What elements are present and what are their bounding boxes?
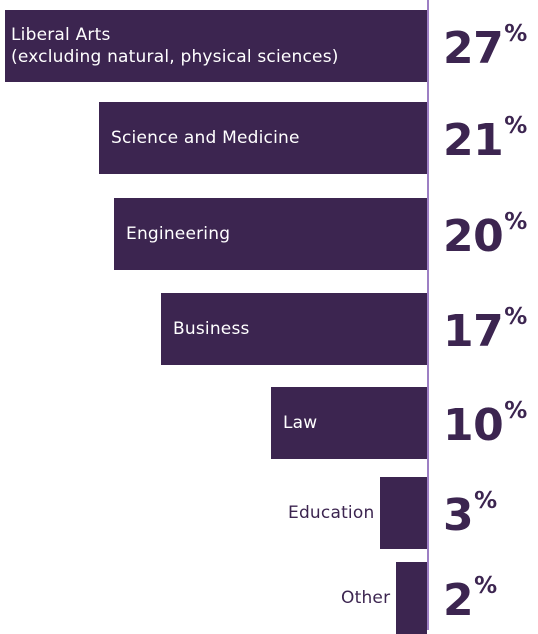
value-number: 20 [443, 211, 504, 262]
percent-sign: % [474, 488, 497, 514]
category-label-text: Liberal Arts [11, 25, 111, 45]
category-label-text: Engineering [126, 224, 231, 244]
value-number: 3 [443, 490, 474, 541]
category-label-text: Business [173, 319, 250, 339]
category-note: (excluding natural, physical sciences) [11, 47, 339, 67]
category-label-other: Other [341, 587, 390, 609]
value-number: 17 [443, 306, 504, 357]
category-label-text: Education [288, 503, 375, 523]
percent-sign: % [504, 209, 527, 235]
percent-sign: % [504, 304, 527, 330]
category-label-text: Science and Medicine [111, 128, 300, 148]
category-label-engineering: Engineering [126, 223, 230, 245]
bar-other [396, 562, 427, 634]
value-label-education: 3% [443, 490, 497, 538]
bar-science-and-medicine [99, 102, 427, 174]
value-label-business: 17% [443, 306, 527, 354]
value-number: 27 [443, 23, 504, 74]
bar-engineering [114, 198, 427, 270]
value-number: 21 [443, 115, 504, 166]
category-label-business: Business [173, 318, 250, 340]
value-axis-line [427, 0, 429, 630]
category-label-liberal-arts: Liberal Arts (excluding natural, physical… [11, 24, 339, 68]
value-label-other: 2% [443, 575, 497, 623]
bar-liberal-arts [5, 10, 427, 82]
value-label-science-and-medicine: 21% [443, 115, 527, 163]
percent-sign: % [474, 573, 497, 599]
bar-education [380, 477, 427, 549]
value-label-liberal-arts: 27% [443, 23, 527, 71]
bar-law [271, 387, 427, 459]
value-label-law: 10% [443, 400, 527, 448]
value-label-engineering: 20% [443, 211, 527, 259]
percent-sign: % [504, 398, 527, 424]
category-label-text: Law [283, 413, 318, 433]
category-label-law: Law [283, 412, 317, 434]
percent-sign: % [504, 21, 527, 47]
category-label-science-and-medicine: Science and Medicine [111, 127, 300, 149]
category-label-text: Other [341, 588, 391, 608]
value-number: 10 [443, 400, 504, 451]
percent-sign: % [504, 113, 527, 139]
value-number: 2 [443, 575, 474, 626]
category-label-education: Education [288, 502, 374, 524]
bar-business [161, 293, 427, 365]
